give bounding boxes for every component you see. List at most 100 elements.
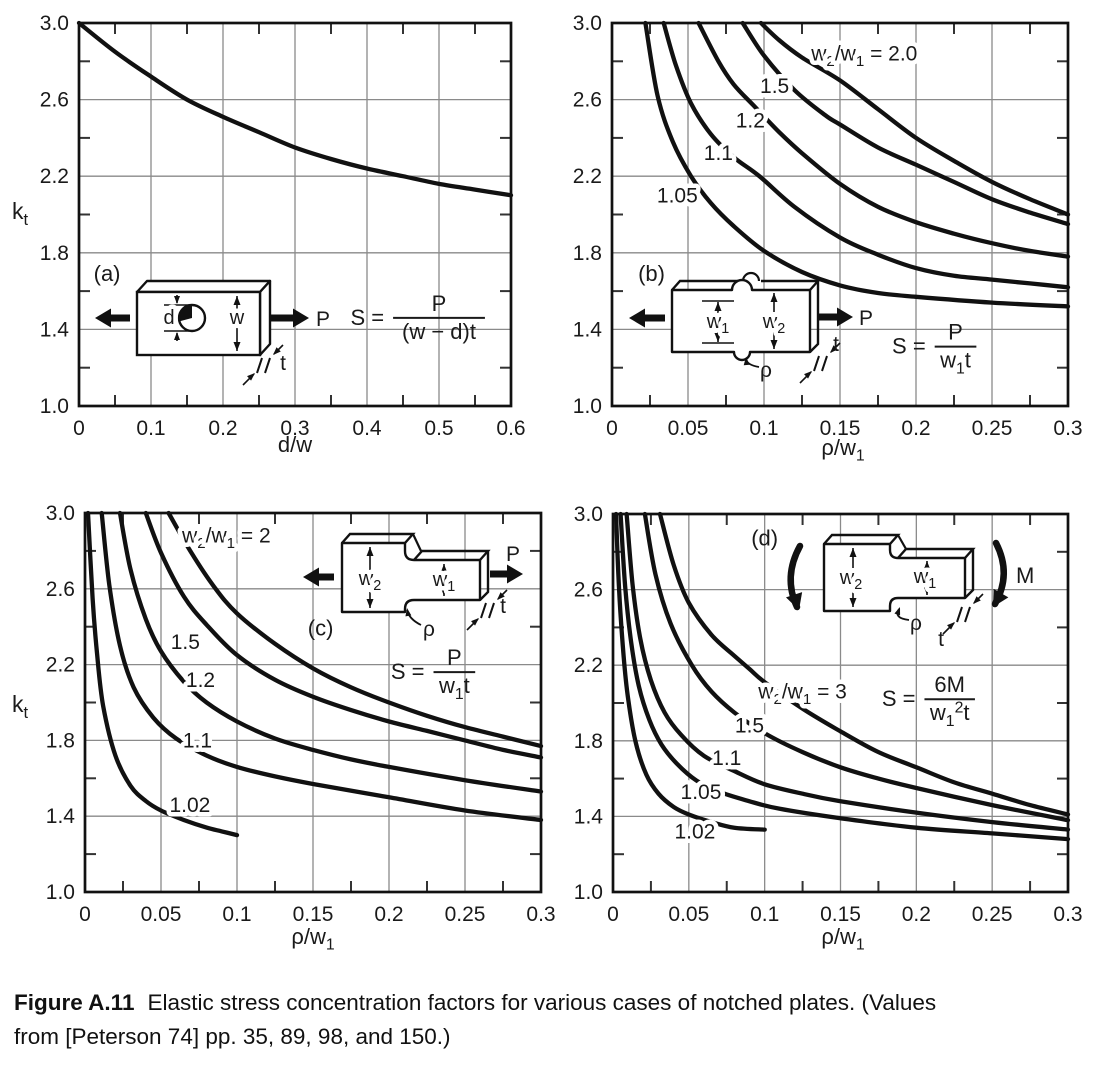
arrowhead-icon <box>507 564 523 584</box>
x-tick-label: 0.6 <box>496 417 525 440</box>
arrowhead-icon <box>973 596 981 604</box>
formula-numerator: P <box>432 291 447 316</box>
notch-back-edge <box>741 271 761 282</box>
inset-label-moment: M <box>1016 563 1034 588</box>
curve-d-0 <box>657 511 1071 817</box>
arrowhead-icon <box>770 340 778 349</box>
curve-c-0 <box>166 510 544 749</box>
x-tick-label: 0 <box>606 417 618 440</box>
arrowhead-icon <box>785 592 803 610</box>
y-tick-label: 1.8 <box>40 242 69 265</box>
caption-label: Figure A.11 <box>14 990 135 1015</box>
arrowhead-icon <box>894 607 901 616</box>
plate-side-face <box>258 279 272 357</box>
caption-line-2: from [Peterson 74] pp. 35, 89, 98, and 1… <box>14 1024 451 1049</box>
curve-b-0 <box>758 20 1071 217</box>
curve-c-4 <box>85 510 240 838</box>
formula-numerator: P <box>447 645 462 670</box>
plot-frame <box>77 21 513 408</box>
x-tick-label: 0.1 <box>222 903 251 926</box>
inset-label-force: P <box>859 307 873 330</box>
y-tick-label: 1.4 <box>40 318 70 341</box>
x-tick-label: 0.1 <box>749 417 778 440</box>
x-tick-label: 0.25 <box>972 903 1013 926</box>
plate-front-face <box>822 542 967 613</box>
y-tick-label: 2.2 <box>574 654 603 677</box>
x-tick-label: 0.4 <box>352 417 382 440</box>
plate-top-face <box>341 532 416 544</box>
plate-front-face <box>340 541 482 614</box>
formula-denominator: w1t <box>939 348 971 378</box>
formula-denominator: w12t <box>929 700 970 730</box>
curve-label: 1.2 <box>736 110 765 133</box>
curve-label: 1.1 <box>712 747 741 770</box>
y-tick-label: 1.0 <box>40 395 69 418</box>
x-tick-label: 0.05 <box>668 417 709 440</box>
panel-label: (d) <box>751 526 778 551</box>
panel-label: (c) <box>308 616 334 641</box>
x-tick-label: 0.3 <box>1053 903 1082 926</box>
x-tick-label: 0.2 <box>902 903 931 926</box>
y-tick-label: 3.0 <box>40 12 69 35</box>
x-tick-label: 0.3 <box>1053 417 1082 440</box>
inset-label-force: P <box>506 543 520 566</box>
arrowhead-icon <box>440 587 448 596</box>
curve-label: 1.02 <box>674 821 715 844</box>
arrowhead-icon <box>770 293 778 302</box>
arrowhead-icon <box>174 296 180 304</box>
x-tick-label: 0 <box>79 903 91 926</box>
plate-top-face <box>135 279 272 294</box>
thickness-tick <box>964 606 971 623</box>
inset-label-thickness: t <box>833 333 839 356</box>
arrowhead-icon <box>366 599 374 608</box>
x-axis-title: ρ/w1 <box>821 435 865 465</box>
curve-label: 1.05 <box>681 781 722 804</box>
curve-c-2 <box>117 510 544 794</box>
inset-label-thickness: t <box>500 595 506 618</box>
formula-lhs: S = <box>882 686 916 711</box>
x-tick-label: 0.25 <box>972 417 1013 440</box>
thickness-tick <box>956 606 963 623</box>
inset-stepped-plate-bending-diagram: w2 w1 Mρt <box>785 533 1034 651</box>
curve-d-2 <box>624 511 1071 832</box>
thickness-tick <box>264 357 271 374</box>
inset-label-thickness: t <box>280 352 286 375</box>
y-tick-label: 1.4 <box>573 318 603 341</box>
x-tick-label: 0.1 <box>750 903 779 926</box>
x-tick-label: 0.15 <box>293 903 334 926</box>
x-tick-label: 0.05 <box>141 903 182 926</box>
x-tick-label: 0 <box>73 417 85 440</box>
curve-b-3 <box>661 20 1071 290</box>
curve-c-3 <box>99 510 544 823</box>
arrowhead-icon <box>837 307 853 327</box>
curve-label: 1.5 <box>171 631 200 654</box>
x-tick-label: 0.3 <box>280 417 309 440</box>
curve-label: w2/w1 = 2 <box>181 525 271 552</box>
curve-label: 1.1 <box>183 729 212 752</box>
y-tick-label: 3.0 <box>46 502 75 525</box>
curve-label: 1.5 <box>735 715 764 738</box>
y-tick-label: 1.4 <box>574 805 604 828</box>
curve-b-4 <box>643 20 1071 309</box>
y-tick-label: 2.2 <box>573 165 602 188</box>
arrowhead-icon <box>629 308 645 328</box>
y-tick-label: 3.0 <box>574 503 603 526</box>
curve-c-1 <box>143 510 544 760</box>
arrowhead-icon <box>849 598 857 607</box>
panel-label: (b) <box>638 261 665 286</box>
y-tick-label: 2.6 <box>46 578 75 601</box>
y-tick-label: 1.0 <box>574 881 603 904</box>
thickness-tick <box>256 357 263 374</box>
thickness-tick <box>488 602 495 619</box>
formula-lhs: S = <box>892 334 926 359</box>
arrowhead-icon <box>714 302 722 311</box>
y-tick-label: 2.6 <box>573 89 602 112</box>
curve-label: 1.05 <box>657 184 698 207</box>
inset-label-fillet-radius: ρ <box>910 612 922 635</box>
x-axis-title: d/w <box>278 432 312 457</box>
arrowhead-icon <box>923 586 931 595</box>
plot-a: 0 0.1 0.2 0.3 0.4 0.5 0.6 1.0 1.4 1.8 2.2 2.6 3.0 d/w… <box>12 12 526 457</box>
thickness-tick <box>480 602 487 619</box>
